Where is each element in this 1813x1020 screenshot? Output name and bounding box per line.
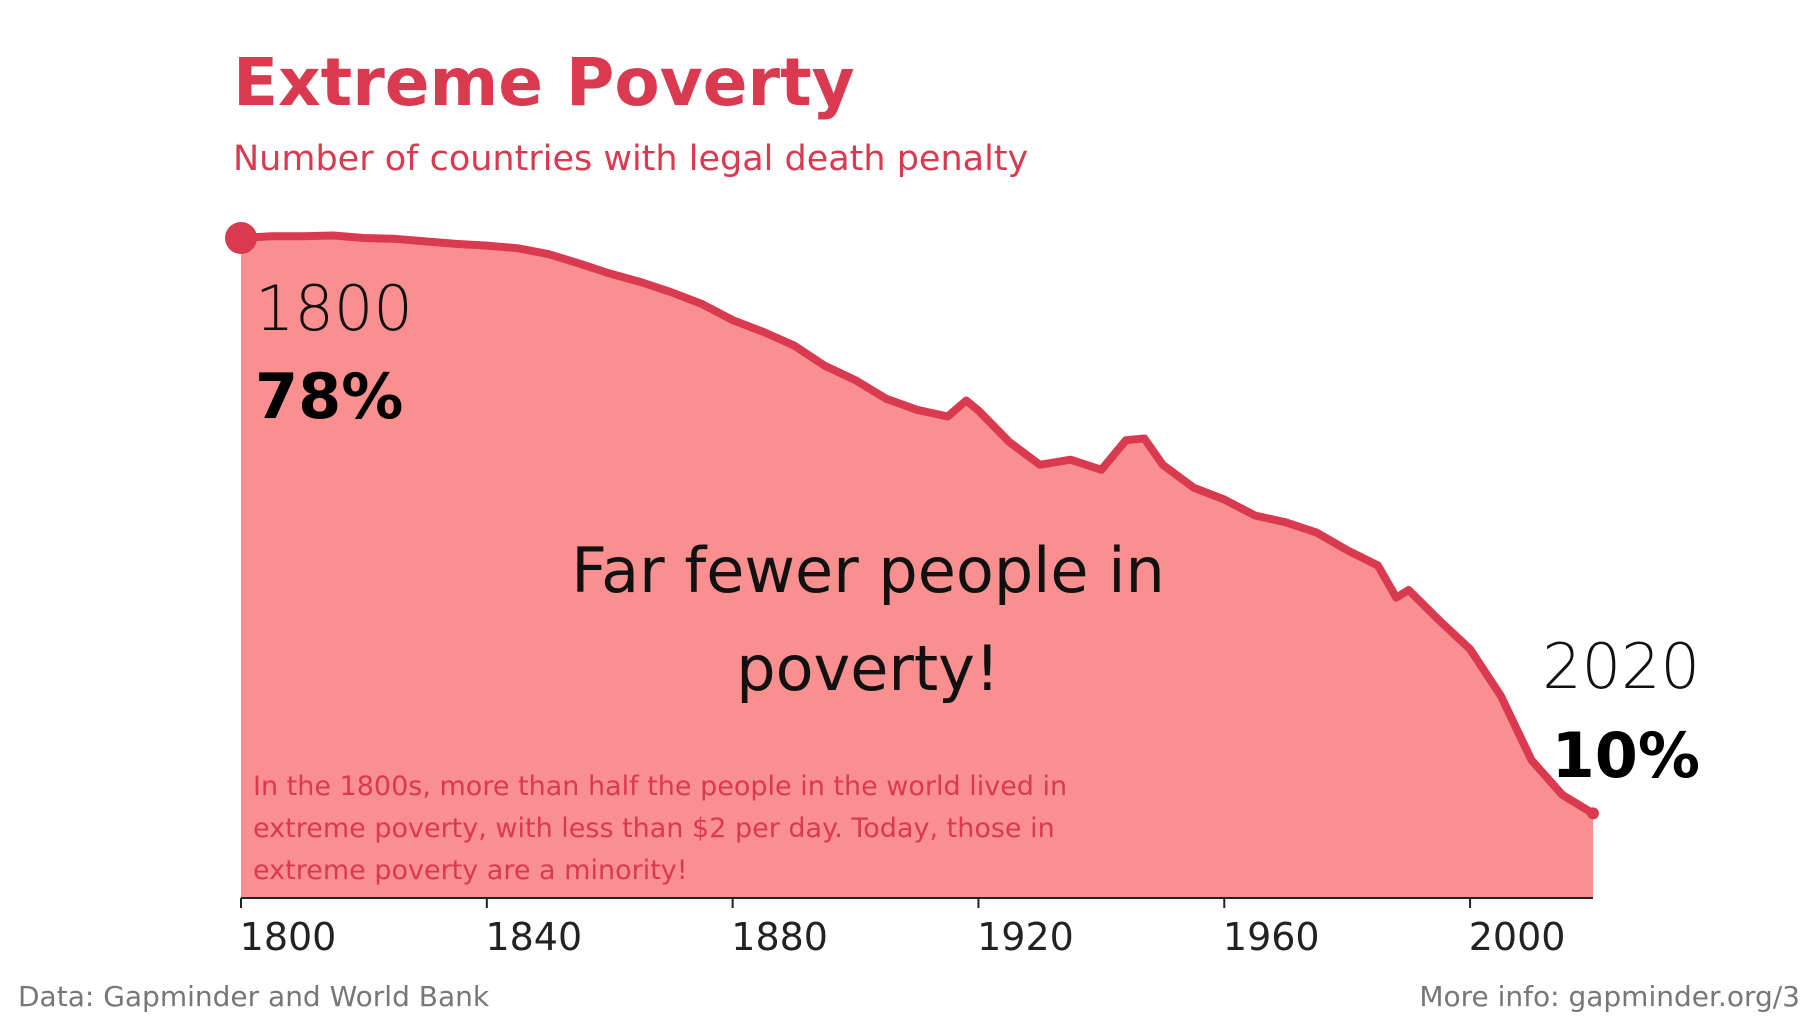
chart-subtitle: Number of countries with legal death pen… (233, 139, 1028, 179)
poverty-line (237, 231, 1597, 818)
start-year-label: 1800 (255, 272, 413, 345)
end-year-label: 2020 (1542, 630, 1700, 703)
start-point-marker (225, 222, 257, 254)
note-line-2: extreme poverty, with less than $2 per d… (253, 813, 1055, 844)
x-tick-label: 1880 (731, 915, 828, 959)
x-tick-label: 1920 (977, 915, 1074, 959)
note-line-1: In the 1800s, more than half the people … (253, 771, 1067, 802)
x-tick-label: 1960 (1223, 915, 1320, 959)
headline-line-1: Far fewer people in (571, 534, 1165, 607)
start-value-label: 78% (255, 360, 403, 433)
note-line-3: extreme poverty are a minority! (253, 855, 688, 886)
x-tick-label: 2000 (1469, 915, 1566, 959)
x-tick-label: 1800 (240, 915, 337, 959)
x-axis-ticks: 1800 1840 1880 1920 1960 2000 (240, 898, 1566, 959)
poverty-area (241, 235, 1593, 898)
more-info-footer: More info: gapminder.org/3 (1419, 980, 1800, 1013)
chart-title: Extreme Poverty (233, 44, 855, 121)
headline-line-2: poverty! (736, 632, 999, 705)
x-tick-label: 1840 (485, 915, 582, 959)
end-point-marker (1587, 807, 1599, 820)
end-value-label: 10% (1552, 719, 1700, 792)
source-footer: Data: Gapminder and World Bank (18, 980, 490, 1013)
